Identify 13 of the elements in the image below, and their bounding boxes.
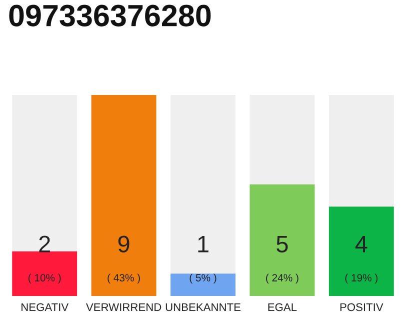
x-tick-label: UNBEKANNTE — [166, 303, 240, 312]
data-label: 1 ( 5% ) — [190, 236, 216, 284]
x-tick-label: EGAL — [268, 303, 297, 312]
chart-title: 097336376280 — [9, 4, 211, 26]
x-tick-label: NEGATIV — [22, 303, 69, 312]
x-tick-label: POSITIV — [340, 303, 384, 312]
bar — [170, 274, 236, 296]
x-tick-label: VERWIRREND — [86, 303, 162, 311]
data-label: 9 ( 43% ) — [108, 236, 140, 284]
bar — [12, 251, 78, 296]
data-label: 5 ( 24% ) — [266, 236, 298, 284]
data-label: 2 ( 10% ) — [28, 236, 61, 284]
data-label: 4 ( 19% ) — [345, 236, 378, 284]
